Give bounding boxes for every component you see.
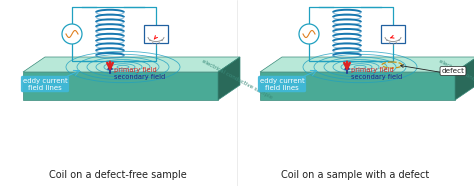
Polygon shape: [23, 57, 240, 72]
Circle shape: [62, 24, 82, 44]
Text: defect: defect: [441, 68, 465, 74]
Bar: [144, 25, 168, 43]
Polygon shape: [23, 72, 218, 100]
Text: eddy current
field lines: eddy current field lines: [260, 78, 304, 91]
Polygon shape: [260, 72, 455, 100]
Text: secondary field: secondary field: [351, 74, 402, 80]
Text: Coil on a sample with a defect: Coil on a sample with a defect: [281, 170, 429, 180]
Text: electrical conductive sample: electrical conductive sample: [201, 59, 273, 100]
Polygon shape: [218, 57, 240, 100]
Text: Coil on a defect-free sample: Coil on a defect-free sample: [49, 170, 187, 180]
Circle shape: [299, 24, 319, 44]
Text: secondary field: secondary field: [114, 74, 165, 80]
Polygon shape: [455, 57, 474, 100]
Text: electrical conductive sample: electrical conductive sample: [438, 59, 474, 100]
Text: eddy current
field lines: eddy current field lines: [23, 78, 67, 91]
Text: primary field: primary field: [114, 67, 157, 73]
Bar: [381, 25, 405, 43]
Text: primary field: primary field: [351, 67, 394, 73]
Polygon shape: [260, 57, 474, 72]
